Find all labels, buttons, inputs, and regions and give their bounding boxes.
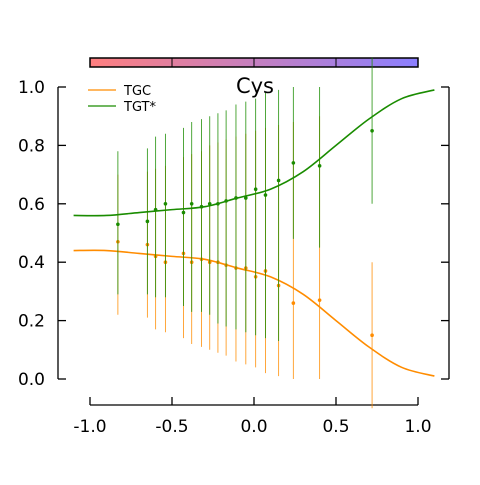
data-point — [317, 298, 322, 302]
data-point — [370, 129, 374, 133]
data-point — [263, 193, 268, 197]
data-point — [234, 196, 238, 200]
data-point — [253, 187, 258, 191]
chart-title: Cys — [236, 74, 274, 98]
series-1 — [73, 57, 435, 342]
y-tick-label: 0.8 — [18, 136, 45, 156]
x-tick-label: 0.0 — [240, 417, 267, 437]
data-point — [181, 210, 186, 215]
y-tick-label: 0.0 — [18, 370, 45, 390]
data-point — [276, 178, 281, 183]
data-point — [163, 202, 168, 206]
tick-labels: 0.0 0.2 0.4 0.6 0.8 1.0 -1.0 -0.5 0.0 0.5 1.0 — [18, 78, 432, 437]
data-point — [116, 222, 120, 227]
data-point — [189, 202, 194, 206]
data-point — [224, 199, 228, 203]
x-tick-label: -1.0 — [73, 417, 106, 437]
data-point — [244, 196, 248, 200]
x-tick-label: -0.5 — [155, 417, 188, 437]
fit-curve — [73, 89, 435, 217]
data-point — [317, 164, 322, 168]
data-point — [216, 202, 220, 206]
data-point — [153, 207, 158, 212]
colorbar — [89, 57, 419, 68]
data-point — [370, 333, 374, 338]
x-tick-label: 1.0 — [404, 417, 431, 437]
y-tick-label: 0.6 — [18, 195, 45, 215]
series-0 — [73, 116, 435, 409]
data-point — [291, 161, 296, 165]
data-point — [207, 202, 212, 206]
data-point — [199, 204, 204, 209]
legend-label: TGC — [123, 84, 151, 99]
data-point — [291, 301, 296, 305]
fit-curve — [73, 249, 435, 377]
y-tick-label: 0.2 — [18, 312, 45, 332]
axes — [57, 86, 450, 406]
legend-label: TGT* — [123, 100, 156, 115]
y-tick-label: 1.0 — [18, 78, 45, 98]
y-tick-label: 0.4 — [18, 253, 45, 273]
plot-series — [73, 57, 435, 409]
data-point — [145, 219, 150, 224]
x-tick-label: 0.5 — [322, 417, 349, 437]
